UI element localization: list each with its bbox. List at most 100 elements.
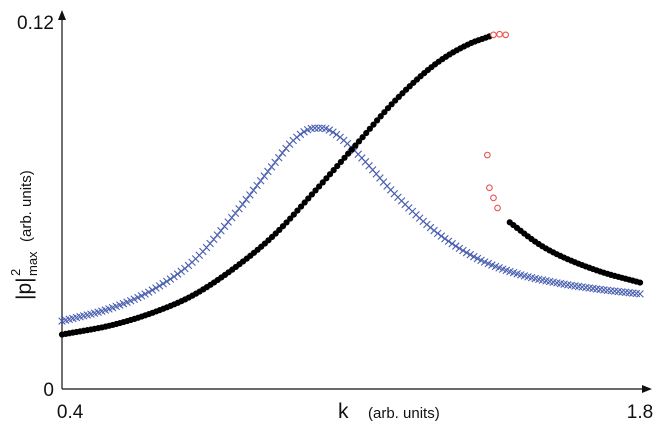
cross-marker (155, 282, 164, 290)
filled-circle-marker (323, 175, 330, 182)
cross-marker (278, 149, 287, 157)
cross-marker (430, 226, 438, 235)
series-crosses (58, 124, 644, 325)
y-axis-label-group: |p| 2 max (arb. units) (8, 170, 40, 300)
cross-marker (235, 204, 243, 213)
cross-marker (329, 128, 337, 136)
filled-circle-marker (334, 162, 341, 170)
open-circle-marker (496, 30, 503, 38)
y-tick-label: 0.12 (17, 13, 54, 34)
y-axis-label: |p| (13, 277, 36, 300)
cross-marker (459, 246, 467, 255)
cross-marker (246, 191, 254, 199)
filled-circle-marker (308, 191, 316, 198)
filled-circle-marker (341, 154, 348, 161)
filled-circle-marker (316, 183, 323, 190)
cross-marker (433, 229, 442, 238)
cross-marker (267, 163, 276, 171)
open-circle-marker (490, 31, 497, 39)
filled-circle-marker (374, 117, 381, 124)
cross-marker (636, 290, 644, 298)
filled-circle-marker (348, 146, 355, 153)
cross-marker (264, 167, 272, 176)
filled-circle-marker (319, 179, 326, 186)
filled-circle-marker (352, 142, 359, 149)
y-axis-arrow (58, 10, 66, 20)
data-marks (58, 30, 644, 338)
filled-circle-marker (359, 134, 366, 141)
cross-marker (444, 237, 453, 246)
cross-marker (137, 292, 146, 300)
x-axis-arrow (642, 385, 652, 393)
cross-marker (462, 248, 471, 257)
cross-marker (148, 286, 157, 294)
open-circle-marker (494, 204, 501, 212)
open-circle-marker (502, 31, 510, 39)
cross-marker (242, 195, 251, 204)
axis-labels: k (arb. units) |p| 2 max (arb. units) (8, 170, 440, 423)
x-tick-label: 1.8 (627, 402, 653, 423)
cross-marker (473, 254, 482, 263)
filled-circle-marker (377, 113, 384, 120)
cross-marker (437, 232, 446, 240)
open-circle-marker (486, 184, 493, 192)
filled-circle-marker (283, 219, 290, 226)
filled-circle-marker (297, 203, 305, 210)
cross-marker (134, 293, 142, 302)
cross-marker (173, 270, 182, 278)
cross-marker (162, 277, 171, 286)
cross-marker (451, 242, 460, 250)
filled-circle-marker (312, 187, 319, 194)
filled-circle-marker (355, 138, 363, 145)
filled-circle-marker (290, 211, 297, 218)
filled-circle-marker (370, 121, 377, 128)
x-tick-label: 0.4 (57, 402, 84, 423)
cross-marker (332, 130, 341, 139)
cross-marker (311, 124, 319, 132)
cross-marker (231, 209, 240, 218)
series-open-circles (484, 30, 510, 212)
filled-circle-marker (326, 171, 334, 178)
cross-marker (314, 124, 323, 132)
cross-marker (260, 172, 269, 180)
cross-marker (159, 279, 167, 288)
filled-circle-marker (366, 125, 373, 132)
open-circle-marker (490, 194, 497, 202)
axes: 0.4 1.8 0 0.12 (17, 10, 653, 423)
y-tick-label: 0 (43, 380, 54, 401)
cross-marker (256, 176, 265, 185)
cross-marker (152, 284, 160, 292)
cross-marker (441, 234, 449, 243)
x-axis-label: k (338, 400, 349, 423)
cross-marker (296, 130, 305, 139)
filled-circle-marker (305, 195, 312, 202)
filled-circle-marker (301, 199, 308, 206)
x-axis-unit: (arb. units) (368, 405, 440, 422)
filled-circle-marker (287, 215, 294, 222)
cross-marker (466, 250, 475, 259)
y-axis-label-superscript: 2 (8, 269, 23, 276)
cross-marker (166, 275, 175, 283)
cross-marker (170, 272, 178, 281)
cross-marker (238, 200, 247, 209)
series-filled-circles (58, 33, 644, 338)
open-circle-marker (484, 151, 491, 159)
cross-marker (325, 126, 334, 134)
filled-circle-marker (381, 109, 388, 116)
cross-marker (141, 290, 149, 298)
cross-marker (455, 244, 464, 253)
filled-circle-marker (345, 150, 352, 157)
filled-circle-marker (330, 167, 337, 174)
cross-marker (448, 239, 456, 248)
filled-circle-marker (384, 105, 392, 112)
cross-marker (253, 181, 261, 190)
filled-circle-marker (337, 158, 344, 166)
cross-marker (470, 252, 478, 261)
filled-circle-marker (636, 279, 644, 286)
cross-marker (274, 153, 283, 162)
y-axis-unit: (arb. units) (18, 170, 35, 242)
cross-marker (271, 158, 279, 167)
cross-marker (144, 288, 153, 296)
y-axis-label-subscript: max (25, 251, 40, 276)
